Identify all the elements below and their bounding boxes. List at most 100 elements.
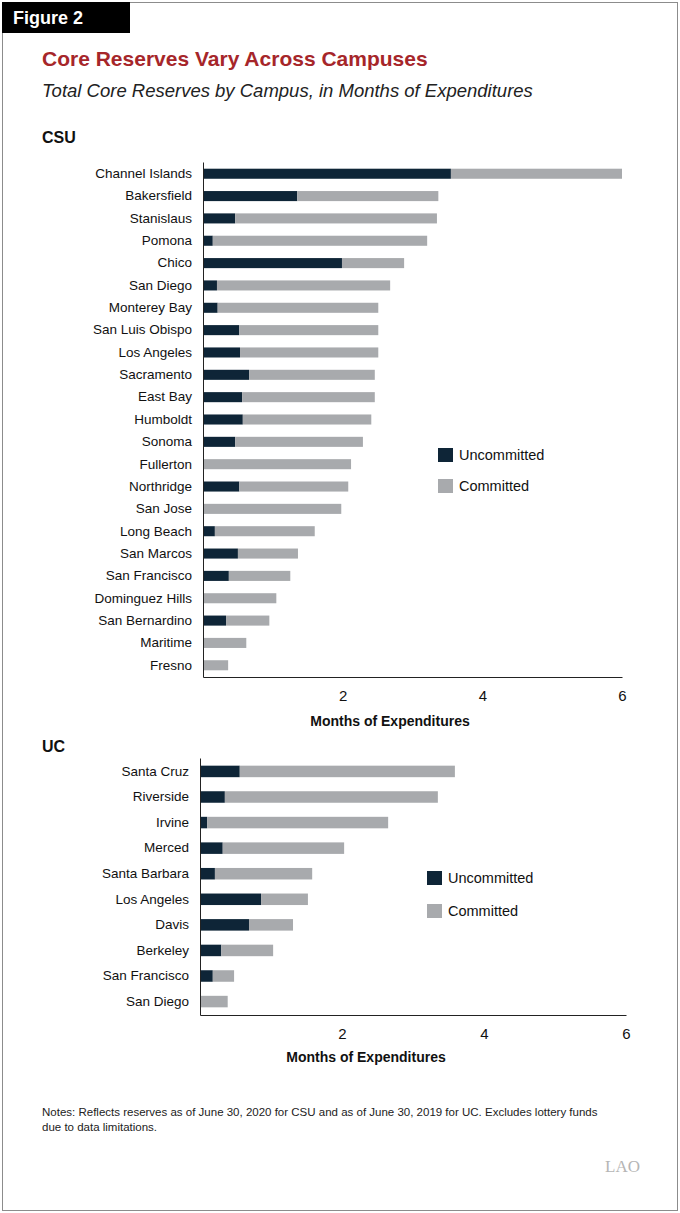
category-label: Channel Islands: [95, 166, 192, 181]
bar: [200, 868, 215, 880]
tick-label: 6: [622, 1025, 630, 1042]
figure-label: Figure 2: [13, 8, 83, 28]
tick: 6: [622, 1015, 630, 1042]
bar: [200, 817, 207, 829]
bar: [240, 347, 378, 357]
tick: 2: [339, 677, 347, 704]
tick: Humboldt: [134, 412, 203, 427]
category-label: Pomona: [142, 233, 193, 248]
bar: [203, 437, 235, 447]
tick: Bakersfield: [125, 188, 203, 203]
axis-line: [200, 759, 201, 1016]
legend: UncommittedCommitted: [427, 870, 533, 919]
x-axis: 2 4 6: [201, 1015, 631, 1042]
tick: Fresno: [150, 658, 203, 673]
category-label: Long Beach: [120, 524, 192, 539]
tick: Berkeley: [136, 943, 200, 958]
bar: [207, 817, 388, 829]
axis-line: [203, 163, 204, 678]
bar: [217, 280, 390, 290]
y-axis: Santa CruzRiversideIrvineMercedSanta Bar…: [102, 759, 201, 1016]
bars: [203, 169, 622, 671]
tick: Dominguez Hills: [94, 591, 203, 606]
chart: UC 2 4 6 Santa CruzRiversideIrvineMercedSant…: [42, 738, 631, 1065]
bar: [235, 437, 363, 447]
tick: Maritime: [140, 635, 203, 650]
series: [200, 766, 455, 1008]
bar: [215, 526, 315, 536]
tick: Santa Cruz: [121, 764, 200, 779]
legend: UncommittedCommitted: [438, 447, 544, 494]
bar: [203, 303, 218, 313]
tick: Davis: [155, 917, 200, 932]
bar: [203, 370, 249, 380]
note: due to data limitations.: [42, 1121, 157, 1133]
bar: [203, 616, 226, 626]
category-label: Los Angeles: [115, 892, 189, 907]
bar: [203, 593, 276, 603]
category-label: Dominguez Hills: [94, 591, 192, 606]
bar: [203, 169, 451, 179]
tick: Chico: [157, 255, 203, 270]
category-label: Stanislaus: [130, 211, 193, 226]
series: [203, 169, 622, 671]
bar: [221, 945, 273, 957]
category-label: Sacramento: [119, 367, 192, 382]
tick: 4: [479, 677, 487, 704]
bar: [203, 258, 342, 268]
category-label: Berkeley: [136, 943, 189, 958]
bar: [238, 549, 298, 559]
bar: [213, 236, 427, 246]
chart: CSU246Channel IslandsBakersfieldStanisla…: [42, 129, 627, 729]
bar: [239, 325, 378, 335]
logo: LAO: [605, 1157, 640, 1176]
category-label: Monterey Bay: [109, 300, 193, 315]
bar: [203, 414, 243, 424]
tick: Stanislaus: [130, 211, 203, 226]
tick: 2: [338, 1015, 346, 1042]
tick: San Jose: [136, 501, 203, 516]
bar: [200, 766, 240, 778]
bar: [451, 169, 622, 179]
legend-label: Uncommitted: [448, 870, 533, 886]
tick: Los Angeles: [118, 345, 203, 360]
chart-title: UC: [42, 738, 66, 755]
tick: Irvine: [156, 815, 200, 830]
bar: [200, 842, 223, 854]
legend-swatch: [427, 904, 442, 918]
x-axis: 246: [204, 677, 627, 704]
tick-label: 2: [339, 687, 347, 704]
category-label: East Bay: [138, 389, 192, 404]
tick: Long Beach: [120, 524, 203, 539]
bar: [203, 571, 229, 581]
y-axis: Channel Islands Bakersfield Stanislaus Pomo…: [93, 163, 204, 678]
category-label: Humboldt: [134, 412, 192, 427]
bar: [203, 191, 297, 201]
bar: [203, 280, 217, 290]
tick-label: 4: [479, 687, 487, 704]
tick: 4: [480, 1015, 488, 1042]
legend-label: Uncommitted: [459, 447, 544, 463]
category-label: San Marcos: [120, 546, 192, 561]
bar: [200, 945, 221, 957]
tick: San Marcos: [120, 546, 203, 561]
figure: Figure 2 Core Reserves Vary Across Campus…: [0, 0, 680, 1213]
bar: [203, 347, 240, 357]
tick: San Francisco: [103, 968, 200, 983]
category-label: San Francisco: [103, 968, 189, 983]
bar: [240, 766, 455, 778]
bar: [218, 303, 379, 313]
tick: Monterey Bay: [109, 300, 203, 315]
bars: [200, 766, 455, 1008]
bar: [203, 526, 215, 536]
title: Core Reserves Vary Across Campuses: [42, 47, 428, 70]
tick: Pomona: [142, 233, 203, 248]
axis-title: Months of Expenditures: [286, 1049, 446, 1065]
tick: San Diego: [126, 994, 200, 1009]
tick: San Luis Obispo: [93, 322, 203, 337]
bar: [213, 970, 234, 982]
tick: Sacramento: [119, 367, 203, 382]
legend-swatch: [427, 871, 442, 885]
tick: Channel Islands: [95, 166, 203, 181]
category-label: San Luis Obispo: [93, 322, 192, 337]
